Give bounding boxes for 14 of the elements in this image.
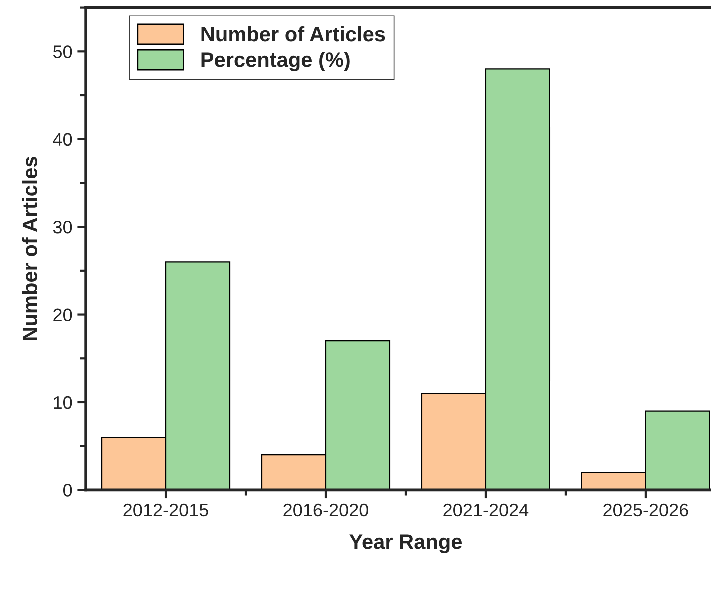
x-tick-label: 2012-2015 [124, 504, 208, 517]
x-axis-title: Year Range [350, 534, 462, 554]
y-tick-label: 40 [53, 133, 72, 146]
y-axis-title: Number of Articles [22, 157, 38, 340]
y-tick-label: 0 [64, 484, 72, 497]
legend-label: Percentage (%) [202, 52, 350, 72]
y-tick-label: 10 [54, 396, 72, 410]
y-tick-label: 50 [53, 46, 72, 58]
x-tick-label: 2025-2026 [604, 504, 688, 517]
x-tick-label: 2016-2020 [284, 504, 368, 517]
legend-label: Number of Articles [202, 26, 386, 42]
y-tick-label: 30 [53, 221, 72, 234]
x-tick-label: 2021-2024 [444, 504, 529, 517]
y-tick-label: 20 [54, 308, 72, 322]
